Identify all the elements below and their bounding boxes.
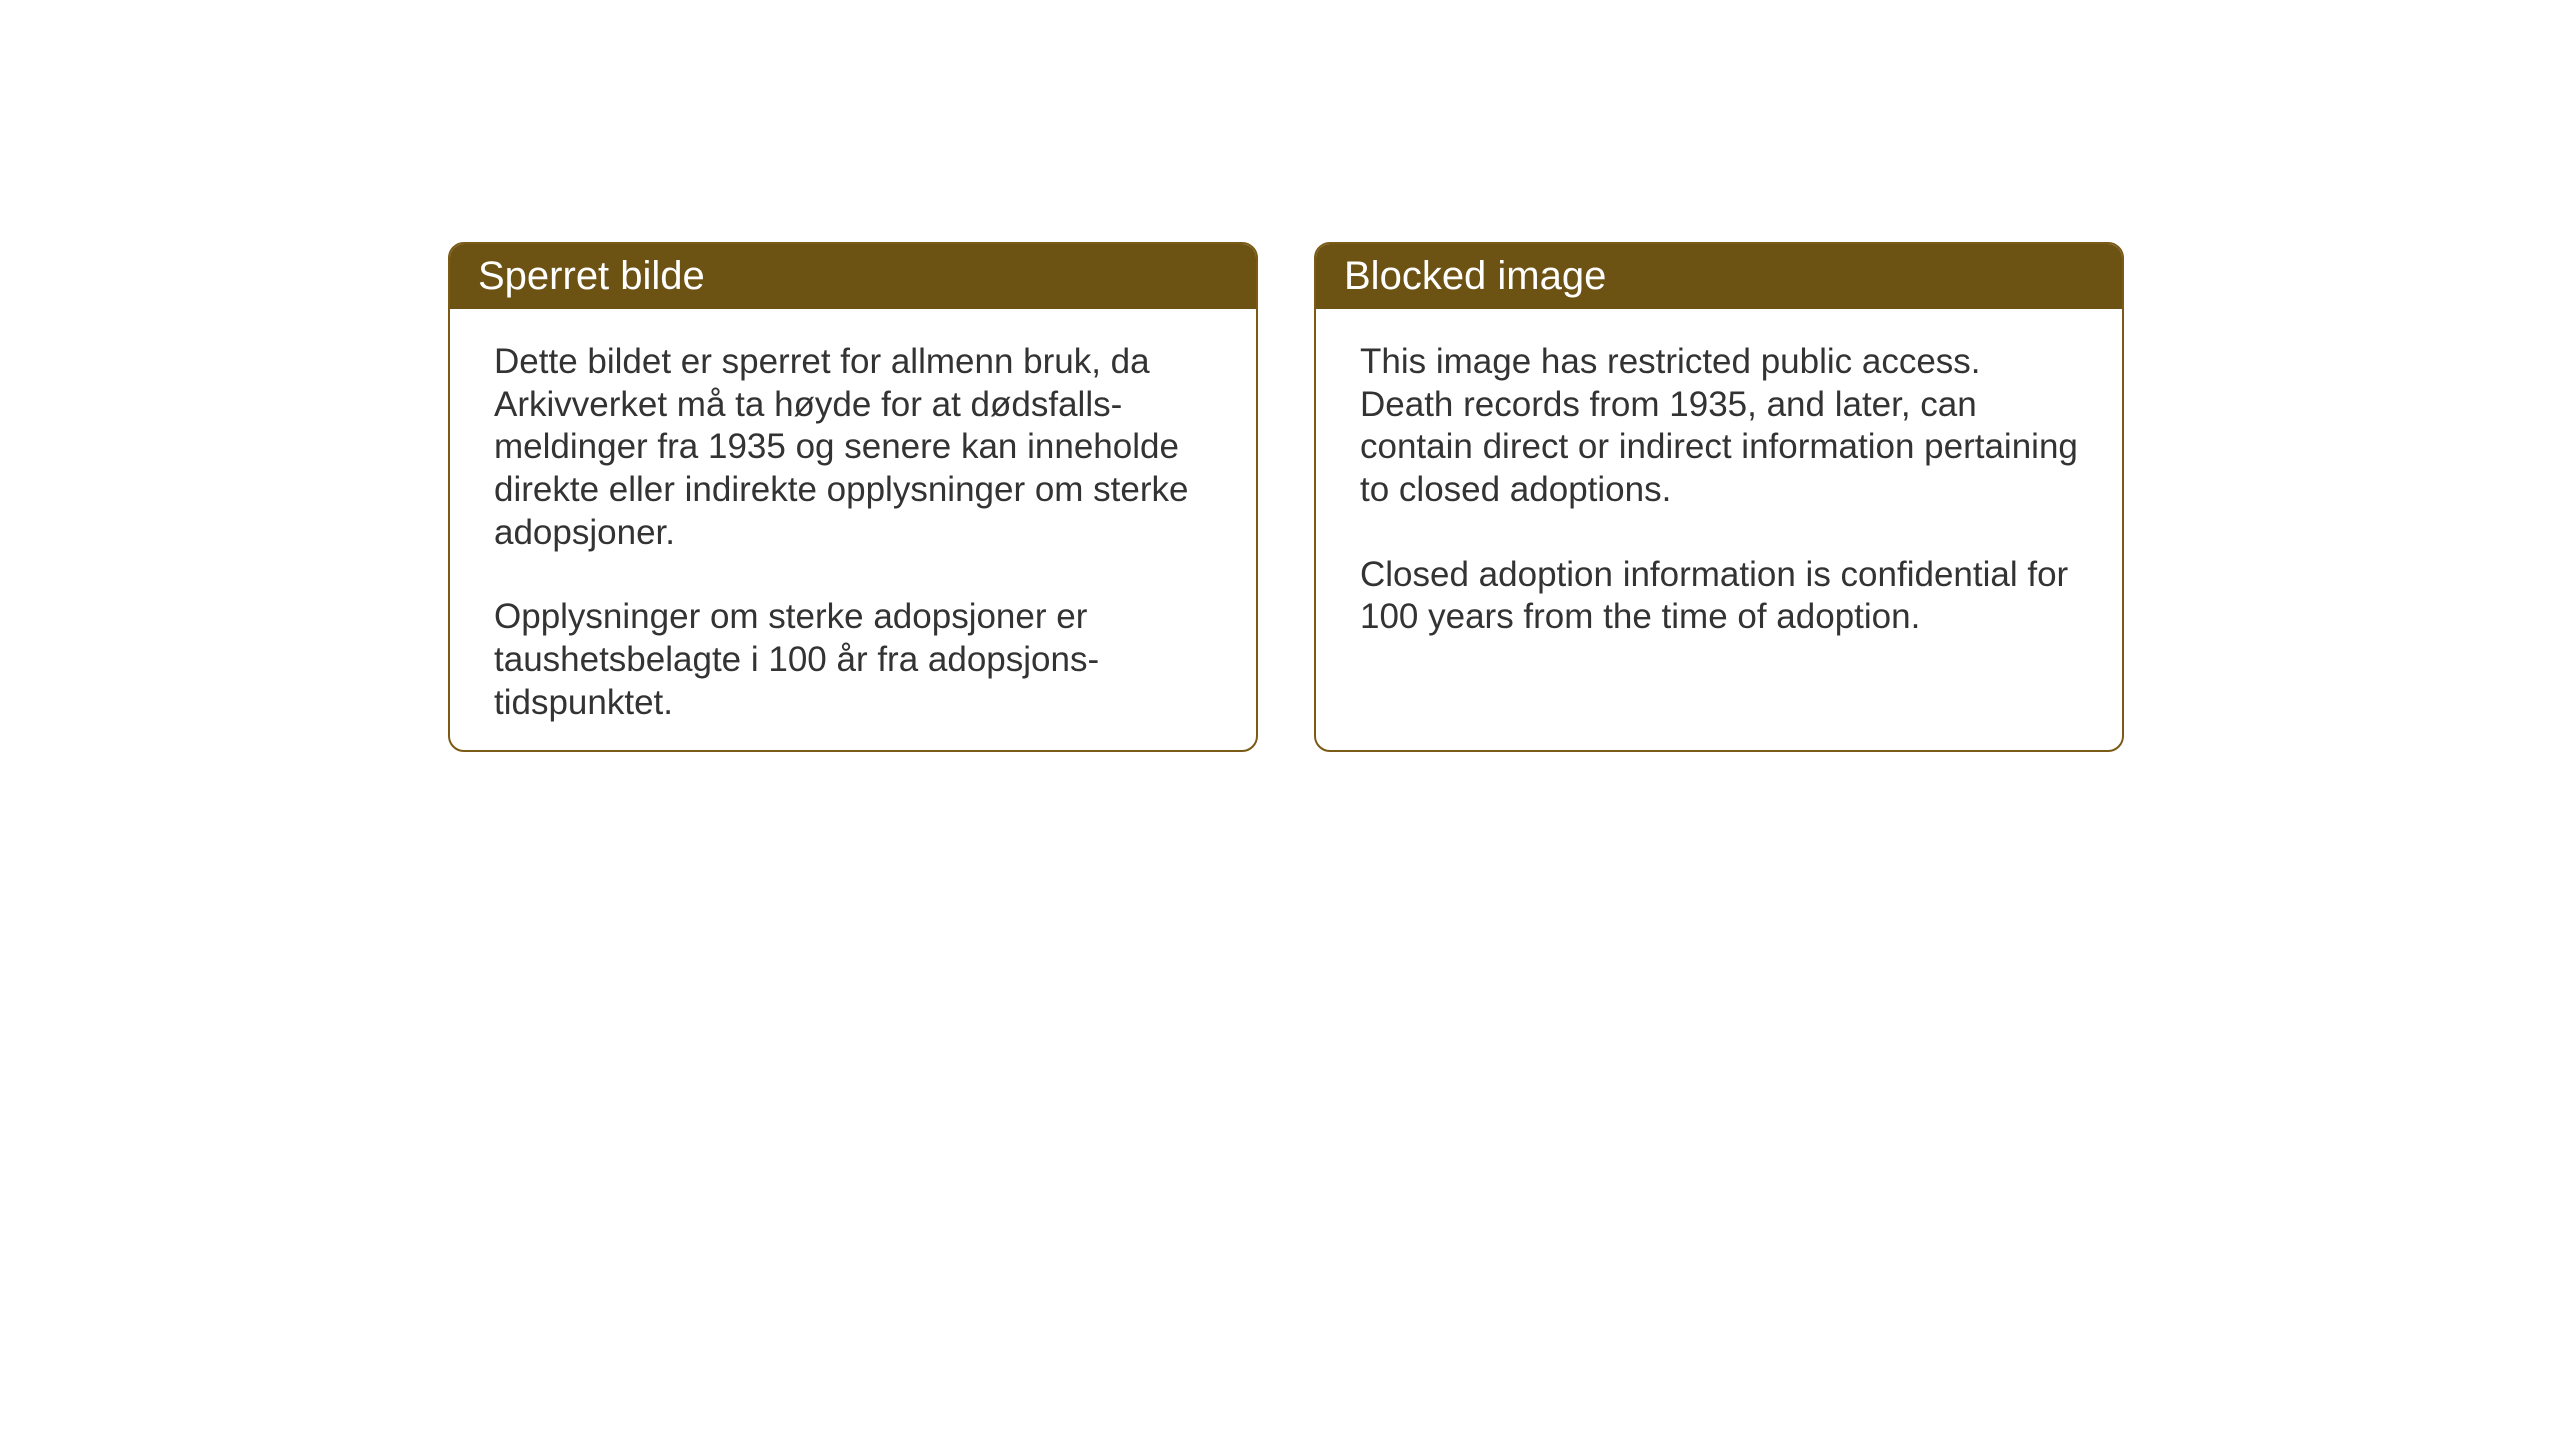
panels-container: Sperret bilde Dette bildet er sperret fo… [448, 242, 2124, 752]
paragraph-norwegian-1: Dette bildet er sperret for allmenn bruk… [494, 341, 1212, 554]
panel-body-english: This image has restricted public access.… [1316, 309, 2122, 671]
paragraph-english-1: This image has restricted public access.… [1360, 341, 2078, 512]
panel-title-english: Blocked image [1344, 254, 1606, 298]
panel-header-norwegian: Sperret bilde [450, 244, 1256, 309]
panel-header-english: Blocked image [1316, 244, 2122, 309]
paragraph-norwegian-2: Opplysninger om sterke adopsjoner er tau… [494, 596, 1212, 724]
panel-norwegian: Sperret bilde Dette bildet er sperret fo… [448, 242, 1258, 752]
panel-title-norwegian: Sperret bilde [478, 254, 705, 298]
paragraph-english-2: Closed adoption information is confident… [1360, 554, 2078, 639]
panel-body-norwegian: Dette bildet er sperret for allmenn bruk… [450, 309, 1256, 752]
panel-english: Blocked image This image has restricted … [1314, 242, 2124, 752]
